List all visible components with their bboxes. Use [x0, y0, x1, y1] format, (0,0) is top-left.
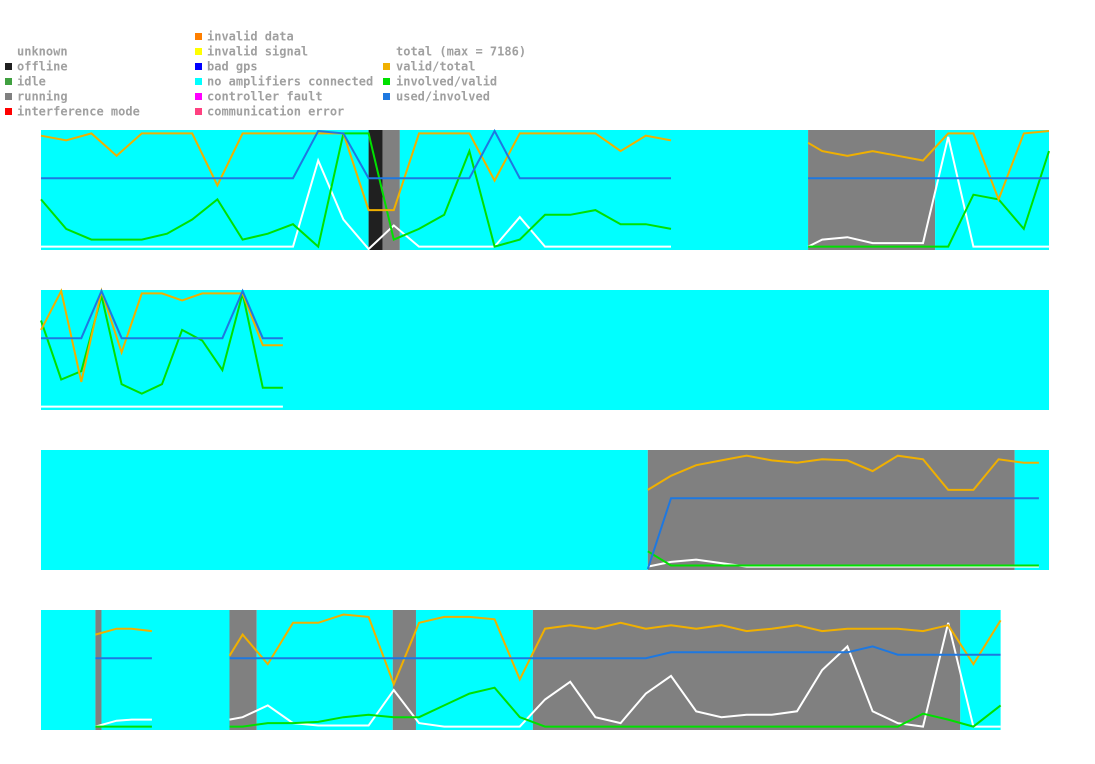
status-segment — [229, 610, 257, 730]
legend-swatch — [383, 93, 390, 100]
metric-line — [647, 558, 1039, 568]
legend-swatch — [5, 93, 12, 100]
status-segment — [101, 610, 230, 730]
status-segment — [41, 610, 96, 730]
metric-line — [647, 454, 1039, 491]
legend-label: communication error — [207, 105, 344, 119]
legend-swatch — [383, 63, 390, 70]
legend-label: running — [17, 90, 68, 104]
legend-swatch — [195, 63, 202, 70]
status-segment — [532, 610, 961, 730]
legend-swatch — [5, 108, 12, 115]
legend-label: interference mode — [17, 105, 140, 119]
metric-line — [40, 132, 1050, 249]
status-segment — [392, 610, 416, 730]
legend-swatch — [5, 63, 12, 70]
legend-swatch — [383, 48, 390, 55]
status-segment — [960, 610, 1001, 730]
metric-line — [646, 497, 1039, 570]
legend-swatch — [195, 78, 202, 85]
legend-label: idle — [17, 75, 46, 89]
legend-label: involved/valid — [396, 75, 497, 89]
status-segment — [95, 610, 102, 730]
legend-swatch — [195, 108, 202, 115]
status-segment — [1014, 450, 1049, 570]
legend-swatch — [195, 48, 202, 55]
status-segment — [41, 130, 369, 250]
legend-label: total (max = 7186) — [396, 45, 526, 59]
metric-line — [95, 613, 1002, 687]
legend-label: used/involved — [396, 90, 490, 104]
legend-label: valid/total — [396, 60, 475, 74]
legend-swatch — [5, 78, 12, 85]
legend-label: offline — [17, 60, 68, 74]
status-segment — [935, 130, 1049, 250]
metric-line — [41, 288, 283, 340]
metric-line — [41, 136, 1049, 251]
status-segment — [808, 130, 936, 250]
legend-label: bad gps — [207, 60, 258, 74]
status-segment — [41, 290, 1049, 410]
metric-line — [95, 686, 1002, 728]
metric-line — [95, 645, 1001, 660]
status-segment — [256, 610, 393, 730]
metric-line — [95, 622, 1001, 728]
legend-label: invalid data — [207, 30, 294, 44]
legend-swatch — [383, 78, 390, 85]
legend-label: unknown — [17, 45, 68, 59]
legend-label: no amplifiers connected — [207, 75, 373, 89]
legend-swatch — [195, 93, 202, 100]
legend-label: controller fault — [207, 90, 323, 104]
status-segment — [382, 130, 400, 250]
status-segment — [647, 450, 1015, 570]
status-segment — [41, 450, 648, 570]
legend-swatch — [5, 48, 12, 55]
legend-swatch — [195, 33, 202, 40]
legend-label: invalid signal — [207, 45, 308, 59]
metric-line — [647, 550, 1039, 567]
status-segment — [368, 130, 383, 250]
status-segment — [399, 130, 809, 250]
metric-line — [41, 128, 1049, 180]
